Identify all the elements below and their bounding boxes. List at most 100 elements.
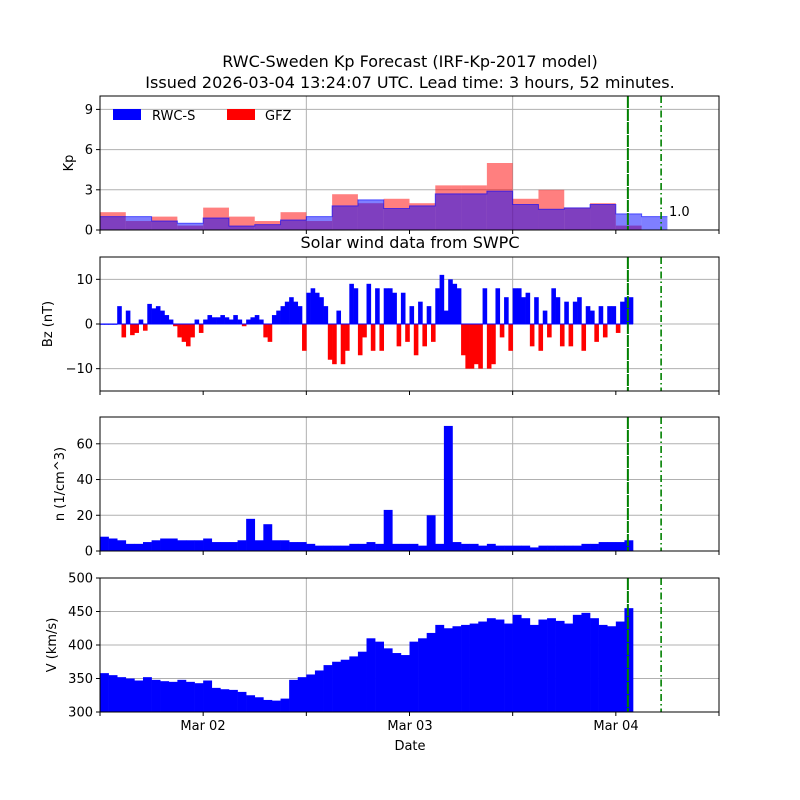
density-bar [461, 543, 470, 551]
density-bar [220, 542, 230, 551]
speed-bar [624, 608, 634, 712]
bz-bar [504, 297, 509, 324]
bz-bar [624, 297, 630, 324]
density-bar [383, 509, 393, 551]
bz-bar [216, 317, 221, 324]
density-bar [168, 538, 178, 551]
speed-bar [495, 619, 505, 712]
speed-bar [392, 653, 402, 712]
density-bar [246, 518, 256, 551]
bz-bar [465, 324, 470, 369]
density-bar [607, 542, 617, 551]
density-bar [185, 540, 195, 551]
density-bar [443, 425, 453, 551]
y-tick-label: 60 [76, 437, 93, 452]
bz-bar [456, 288, 462, 324]
density-bar [134, 543, 144, 551]
bz-bar [572, 301, 578, 324]
density-bar [504, 545, 513, 551]
panel-2: 0 20 40 60 [76, 416, 720, 560]
y-tick-label: 10 [76, 273, 93, 288]
bz-bar [590, 310, 595, 324]
bz-bar [568, 324, 574, 347]
bz-bar [314, 292, 320, 324]
speed-bar [452, 626, 462, 712]
bz-bar [512, 288, 518, 324]
density-bar [426, 515, 436, 551]
density-bar [418, 545, 427, 551]
bz-bar [607, 306, 612, 324]
bz-bar [375, 288, 380, 324]
speed-bar [254, 697, 264, 712]
speed-bar [400, 655, 410, 712]
speed-bar [323, 665, 333, 712]
density-bar [435, 543, 445, 551]
speed-bar [228, 689, 238, 712]
bz-bar [396, 324, 402, 347]
data-marks [100, 608, 634, 712]
speed-bar [443, 628, 453, 712]
bz-bar [241, 324, 247, 327]
kp-bar-rwc-s [228, 225, 255, 230]
y-tick-label: 0 [85, 545, 93, 560]
bz-bar [418, 301, 423, 324]
speed-bar [340, 659, 350, 712]
bz-bar [319, 297, 324, 324]
kp-bar-rwc-s [151, 221, 178, 230]
speed-bar [461, 624, 470, 712]
density-bar [521, 545, 531, 551]
forecast-annotation: 1.0 [669, 205, 690, 220]
bz-bar [293, 301, 299, 324]
speed-bar [168, 681, 178, 712]
bz-bar [499, 324, 505, 338]
kp-bar-rwc-s [357, 199, 384, 230]
bz-bar [181, 324, 187, 342]
density-bar [323, 545, 333, 551]
kp-bar-rwc-s [409, 205, 436, 230]
density-bar [409, 543, 419, 551]
y-tick-label: 9 [85, 103, 93, 118]
x-axis-label: Date [394, 739, 425, 754]
speed-bar [555, 620, 565, 712]
speed-bar [615, 621, 625, 712]
speed-bar [151, 679, 161, 712]
density-bar [177, 540, 187, 551]
bz-bar [400, 292, 406, 324]
bz-bar [254, 315, 260, 324]
bz-bar [585, 306, 591, 324]
bz-bar [435, 288, 440, 324]
y-tick-label: 300 [68, 706, 93, 721]
bz-bar [151, 308, 157, 324]
bz-bar [147, 303, 152, 324]
density-bar [237, 540, 247, 551]
density-bar [598, 542, 608, 551]
speed-bar [194, 683, 204, 712]
bz-bar [559, 324, 565, 347]
speed-bar [521, 618, 531, 712]
density-bar [495, 545, 505, 551]
speed-bar [314, 670, 324, 712]
density-bar [564, 545, 574, 551]
bz-bar [620, 301, 625, 324]
y-tick-label: 350 [68, 672, 93, 687]
panel-1: −10 0 10 [66, 256, 720, 395]
bz-bar [250, 317, 256, 324]
bz-bar [160, 310, 165, 324]
y-tick-label: 500 [68, 572, 93, 587]
speed-bar [246, 695, 256, 712]
speed-bar [297, 677, 307, 712]
kp-bar-rwc-s [203, 217, 229, 230]
kp-bar-rwc-s [486, 191, 513, 230]
bz-bar [370, 324, 376, 351]
bz-bar [478, 324, 483, 369]
y-tick-label: 0 [85, 318, 93, 333]
kp-bar-rwc-s [383, 208, 410, 230]
density-bar [289, 542, 299, 551]
y-tick-label: 3 [85, 183, 93, 198]
x-tick-label: Mar 02 [180, 719, 225, 734]
y-label-kp: Kp [62, 155, 77, 172]
bz-bar [388, 288, 393, 324]
bz-bar [228, 319, 234, 324]
bz-bar [486, 324, 492, 369]
speed-bar [280, 698, 290, 712]
